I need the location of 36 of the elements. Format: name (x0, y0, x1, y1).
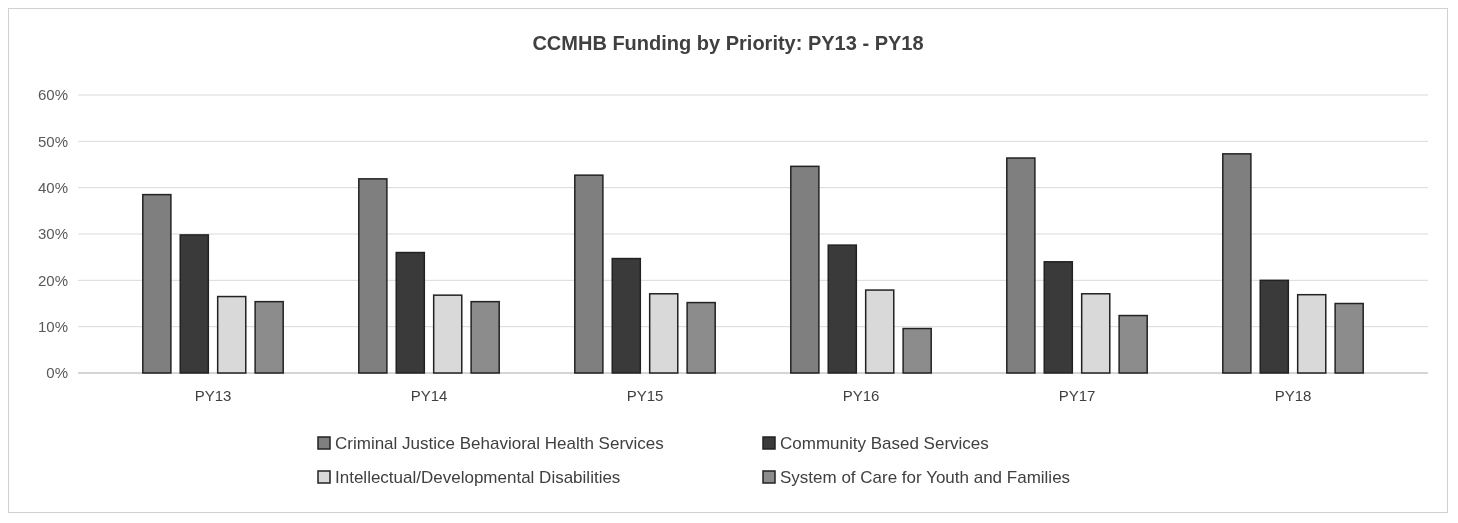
bar (611, 257, 642, 374)
legend-label: Criminal Justice Behavioral Health Services (335, 433, 664, 453)
y-tick-label: 0% (46, 364, 68, 382)
bar (1118, 314, 1148, 374)
bar (1043, 261, 1074, 374)
bar (142, 193, 172, 374)
y-tick-label: 20% (37, 271, 68, 289)
bar (1259, 279, 1290, 374)
bar (470, 300, 500, 374)
bar (179, 234, 210, 374)
bar (358, 178, 388, 374)
bar (902, 327, 932, 374)
y-tick-label: 60% (37, 86, 68, 104)
y-tick-label: 10% (37, 317, 68, 335)
x-tick-label: PY16 (842, 387, 880, 404)
bar (1006, 157, 1036, 374)
x-tick-label: PY13 (194, 387, 232, 404)
legend-label: System of Care for Youth and Families (780, 467, 1071, 487)
bar (574, 174, 604, 374)
bar (827, 244, 858, 374)
bar (686, 301, 716, 374)
x-tick-label: PY15 (626, 387, 664, 404)
legend-label: Community Based Services (780, 433, 989, 453)
chart-title: CCMHB Funding by Priority: PY13 - PY18 (532, 32, 924, 54)
y-tick-label: 40% (37, 178, 68, 196)
bar (1334, 302, 1364, 374)
x-tick-label: PY17 (1058, 387, 1096, 404)
bar (1222, 153, 1252, 374)
y-tick-label: 50% (37, 132, 68, 150)
y-tick-label: 30% (37, 225, 68, 243)
bar (790, 165, 820, 374)
bar (395, 251, 426, 374)
bar (254, 300, 284, 374)
x-tick-label: PY14 (410, 387, 448, 404)
legend-label: Intellectual/Developmental Disabilities (335, 467, 621, 487)
x-tick-label: PY18 (1274, 387, 1312, 404)
